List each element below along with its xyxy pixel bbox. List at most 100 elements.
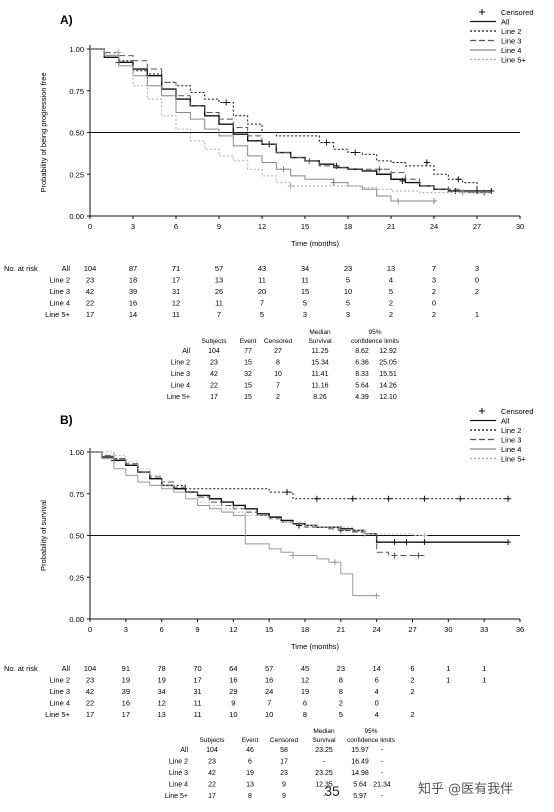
panel-b-risk-value: 19 bbox=[122, 676, 130, 685]
panel-a-risk-value: 11 bbox=[215, 299, 223, 308]
panel-b-stats-header-event: Event bbox=[242, 737, 259, 744]
panel-a-stats-value: 8.33 bbox=[355, 371, 369, 378]
panel-a-stats-value: 11.16 bbox=[312, 383, 329, 390]
panel-a-stats-value: 10 bbox=[274, 371, 282, 378]
panel-a-censor-mark bbox=[115, 49, 122, 56]
panel-b-risk-value: 8 bbox=[303, 710, 307, 719]
panel-b-stats-header-median-1: Median bbox=[313, 728, 335, 735]
panel-a-risk-value: 11 bbox=[172, 310, 180, 319]
panel-b-y-tick-label: 0.25 bbox=[69, 573, 84, 582]
panel-b-stats-value: - bbox=[381, 793, 384, 800]
panel-b-censor-mark bbox=[415, 552, 422, 559]
panel-b-risk-row-label: Line 5+ bbox=[45, 710, 70, 719]
panel-a-stats-header-event: Event bbox=[240, 338, 257, 345]
panel-b-risk-value: 24 bbox=[265, 687, 273, 696]
panel-a-y-tick-label: 0.00 bbox=[69, 212, 84, 221]
panel-b-risk-value: 5 bbox=[339, 710, 343, 719]
panel-b-risk-value: 6 bbox=[410, 664, 414, 673]
panel-b-stats-value: 6 bbox=[248, 759, 252, 766]
panel-b-legend-label: Line 3 bbox=[501, 436, 521, 445]
panel-b-risk-value: 78 bbox=[157, 664, 165, 673]
panel-b-stats-value: 12.35 bbox=[315, 782, 333, 789]
panel-b-stats-row-label: Line 5+ bbox=[165, 793, 188, 800]
panel-a-risk-value: 26 bbox=[215, 287, 223, 296]
panel-a-censor-mark bbox=[323, 139, 330, 146]
panel-b-risk-value: 104 bbox=[84, 664, 97, 673]
panel-a-risk-value: 15 bbox=[301, 287, 309, 296]
panel-a-stats-value: 22 bbox=[210, 383, 218, 390]
panel-b-stats-value: 16.49 bbox=[351, 759, 369, 766]
panel-a-risk-value: 13 bbox=[215, 276, 223, 285]
panel-b-risk-value: 17 bbox=[122, 710, 130, 719]
panel-a-censor-mark bbox=[223, 99, 230, 106]
panel-a-censor-mark bbox=[395, 197, 402, 204]
panel-b-stats-header-censored: Censored bbox=[270, 737, 299, 744]
panel-a-censor-mark bbox=[330, 179, 337, 186]
panel-b-risk-value: 0 bbox=[375, 699, 379, 708]
panel-b-label: B) bbox=[60, 413, 73, 427]
panel-b-risk-row-label: Line 2 bbox=[50, 676, 70, 685]
panel-a-risk-value: 23 bbox=[86, 276, 94, 285]
panel-a-risk-value: 34 bbox=[301, 264, 309, 273]
panel-a-risk-value: 10 bbox=[344, 287, 352, 296]
panel-a-stats-value: 2 bbox=[276, 394, 280, 401]
panel-a-stats-value: 11.41 bbox=[312, 371, 329, 378]
panel-a-stats-value: 104 bbox=[208, 348, 220, 355]
panel-a-series-line-5- bbox=[90, 48, 492, 194]
panel-b-censor-mark bbox=[421, 539, 428, 546]
panel-b-stats-value: 5.64 bbox=[353, 782, 367, 789]
panel-b-stats-value: 14.98 bbox=[351, 770, 369, 777]
panel-b-risk-value: 8 bbox=[339, 687, 343, 696]
panel-a-risk-value: 42 bbox=[86, 287, 94, 296]
panel-a-y-tick-label: 1.00 bbox=[69, 45, 84, 54]
panel-a-stats-value: 32 bbox=[244, 371, 252, 378]
panel-a-risk-value: 0 bbox=[432, 299, 436, 308]
panel-b-stats-value: 23.25 bbox=[315, 770, 333, 777]
panel-a-x-tick-label: 21 bbox=[387, 222, 395, 231]
panel-b-stats-value: 17 bbox=[208, 793, 216, 800]
panel-a-y-tick-label: 0.25 bbox=[69, 170, 84, 179]
panel-b-censor-mark bbox=[349, 495, 356, 502]
panel-b-legend-label: Censored bbox=[501, 407, 534, 416]
panel-a-censor-mark bbox=[455, 176, 462, 183]
panel-b-stats-header-ci-1: 95% bbox=[364, 728, 377, 735]
panel-a-stats-header-median-1: Median bbox=[309, 329, 331, 336]
panel-a-risk-value: 12 bbox=[172, 299, 180, 308]
panel-b-risk-value: 6 bbox=[375, 676, 379, 685]
panel-b-risk-value: 23 bbox=[86, 676, 94, 685]
panel-a-risk-row-label: Line 4 bbox=[50, 299, 70, 308]
panel-b-censor-mark bbox=[421, 495, 428, 502]
panel-b-stats-value: 23.25 bbox=[315, 747, 333, 754]
panel-a-stats-value: 14.26 bbox=[379, 383, 397, 390]
panel-b-stats-row-label: Line 4 bbox=[169, 782, 188, 789]
panel-a-censor-mark bbox=[399, 177, 406, 184]
panel-a-risk-value: 2 bbox=[432, 310, 436, 319]
panel-a-risk-row-label: Line 3 bbox=[50, 287, 70, 296]
panel-b-stats-value: 42 bbox=[208, 770, 216, 777]
panel-b-legend-label: Line 4 bbox=[501, 445, 521, 454]
panel-a-stats-header-median-2: Survival bbox=[308, 338, 332, 345]
panel-b-risk-value: 9 bbox=[231, 699, 235, 708]
panel-a-risk-row-label: Line 2 bbox=[50, 276, 70, 285]
panel-b-legend-label: All bbox=[501, 417, 510, 426]
panel-b-x-tick-label: 24 bbox=[372, 625, 380, 634]
panel-b-stats-header-subjects: Subjects bbox=[200, 737, 226, 744]
panel-a-censor-mark bbox=[376, 166, 383, 173]
panel-b-stats-value: 23 bbox=[208, 759, 216, 766]
panel-a-x-tick-label: 27 bbox=[473, 222, 481, 231]
panel-a-risk-value: 2 bbox=[475, 287, 479, 296]
panel-b-risk-value: 2 bbox=[410, 687, 414, 696]
panel-a-risk-row-label: Line 5+ bbox=[45, 310, 70, 319]
panel-a-stats-header-subjects: Subjects bbox=[202, 338, 228, 345]
panel-b-stats-value: - bbox=[381, 770, 384, 777]
panel-b-risk-row-label: Line 3 bbox=[50, 687, 70, 696]
panel-b-censor-mark bbox=[505, 539, 512, 546]
panel-a-risk-value: 57 bbox=[215, 264, 223, 273]
panel-a-stats-value: 15 bbox=[244, 360, 252, 367]
panel-a-risk-value: 11 bbox=[301, 276, 309, 285]
panel-b-risk-value: 19 bbox=[157, 676, 165, 685]
panel-b-risk-row-label: All bbox=[62, 664, 71, 673]
panel-a-x-tick-label: 18 bbox=[344, 222, 352, 231]
panel-a-x-tick-label: 3 bbox=[131, 222, 135, 231]
